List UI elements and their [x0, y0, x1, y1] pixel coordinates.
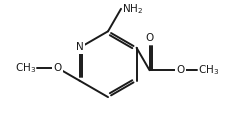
Text: CH$_3$: CH$_3$	[198, 63, 220, 77]
Text: CH$_3$: CH$_3$	[15, 61, 36, 75]
Text: N: N	[76, 42, 84, 52]
Text: NH$_2$: NH$_2$	[122, 2, 143, 16]
Text: O: O	[176, 65, 185, 75]
Text: O: O	[53, 63, 61, 73]
Text: O: O	[146, 33, 154, 43]
